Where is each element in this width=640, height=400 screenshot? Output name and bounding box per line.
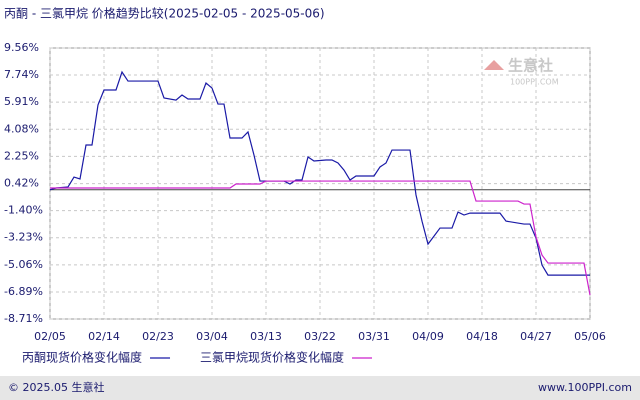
y-tick-label: 2.25% — [4, 149, 39, 162]
x-tick-label: 02/05 — [34, 330, 66, 343]
y-tick-label: 5.91% — [4, 95, 39, 108]
x-tick-label: 03/31 — [358, 330, 390, 343]
y-tick-label: 0.42% — [4, 177, 39, 190]
footer-bar — [0, 376, 640, 400]
x-tick-label: 04/09 — [412, 330, 444, 343]
line-series — [50, 180, 591, 296]
x-tick-label: 04/18 — [466, 330, 498, 343]
x-tick-label: 02/14 — [88, 330, 120, 343]
y-tick-label: 9.56% — [4, 41, 39, 54]
x-tick-label: 05/06 — [574, 330, 606, 343]
x-tick-label: 03/13 — [250, 330, 282, 343]
y-tick-label: 7.74% — [4, 68, 39, 81]
legend-label: 丙酮现货价格变化幅度 — [22, 350, 142, 365]
line-series — [49, 70, 590, 276]
y-tick-label: -3.23% — [4, 231, 43, 244]
x-tick-label: 03/22 — [304, 330, 336, 343]
watermark-icon — [484, 60, 504, 70]
y-tick-label: -6.89% — [4, 285, 43, 298]
watermark: 生意社 100PPI.COM — [484, 57, 559, 87]
chart-title: 丙酮 - 三氯甲烷 价格趋势比较(2025-02-05 - 2025-05-06… — [4, 6, 325, 21]
x-tick-label: 03/04 — [196, 330, 228, 343]
y-tick-label: -5.06% — [4, 258, 43, 271]
y-tick-label: -8.71% — [4, 312, 43, 325]
y-tick-label: 4.08% — [4, 122, 39, 135]
footer-right: www.100PPI.com — [538, 381, 632, 394]
y-tick-label: -1.40% — [4, 204, 43, 217]
legend-label: 三氯甲烷现货价格变化幅度 — [200, 350, 344, 365]
watermark-text: 生意社 — [508, 57, 553, 75]
x-tick-label: 02/23 — [142, 330, 174, 343]
watermark-sub: 100PPI.COM — [510, 78, 559, 87]
x-tick-label: 04/27 — [520, 330, 552, 343]
footer-left: © 2025.05 生意社 — [8, 380, 104, 394]
